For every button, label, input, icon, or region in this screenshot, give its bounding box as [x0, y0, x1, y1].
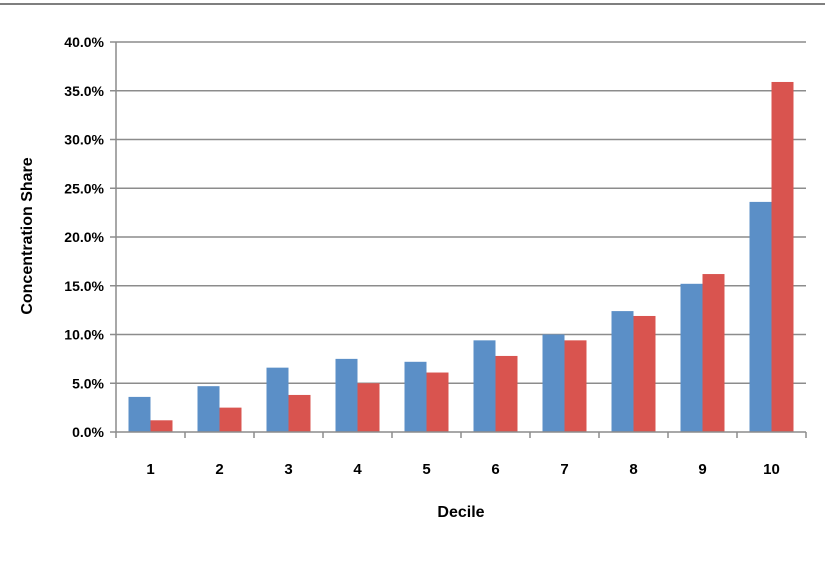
y-tick-label: 30.0%	[64, 132, 104, 148]
y-axis-title: Concentration Share	[19, 157, 36, 314]
axes	[110, 41, 807, 438]
bars	[128, 81, 794, 432]
tick-labels: 0.0% 5.0% 10.0% 15.0% 20.0% 25.0% 30.0% 35.0% 40…	[64, 34, 780, 478]
x-axis-title: Decile	[437, 504, 484, 521]
bar-series-1-decile-6	[473, 340, 496, 432]
bar-series-2-decile-5	[426, 372, 449, 432]
y-tick-label: 10.0%	[64, 327, 104, 343]
x-tick-label: 8	[629, 461, 637, 478]
y-tick-label: 40.0%	[64, 34, 104, 50]
bar-series-1-decile-3	[266, 367, 289, 432]
bar-series-2-decile-6	[495, 355, 518, 432]
y-tick-label: 20.0%	[64, 229, 104, 245]
bar-series-2-decile-3	[288, 394, 311, 432]
bar-series-2-decile-7	[564, 340, 587, 432]
bar-series-1-decile-7	[542, 334, 565, 432]
gridlines	[116, 41, 806, 384]
bar-series-2-decile-8	[633, 315, 656, 432]
y-tick-label: 0.0%	[72, 424, 104, 440]
x-tick-label: 4	[353, 461, 362, 478]
bar-series-1-decile-5	[404, 361, 427, 432]
bar-series-1-decile-9	[680, 283, 703, 432]
bar-series-1-decile-4	[335, 358, 358, 432]
y-tick-label: 35.0%	[64, 83, 104, 99]
x-tick-label: 1	[146, 461, 154, 478]
x-tick-label: 3	[284, 461, 292, 478]
bar-series-1-decile-8	[611, 311, 634, 432]
x-tick-label: 6	[491, 461, 499, 478]
bar-series-2-decile-4	[357, 383, 380, 432]
x-tick-label: 2	[215, 461, 223, 478]
y-tick-label: 25.0%	[64, 180, 104, 196]
bar-series-2-decile-2	[219, 407, 242, 432]
x-tick-label: 10	[763, 461, 780, 478]
bar-series-2-decile-9	[702, 274, 725, 432]
y-tick-label: 5.0%	[72, 375, 104, 391]
bar-series-1-decile-10	[749, 201, 772, 432]
x-tick-label: 9	[698, 461, 706, 478]
x-tick-label: 7	[560, 461, 568, 478]
bar-series-2-decile-1	[150, 420, 173, 432]
y-tick-label: 15.0%	[64, 278, 104, 294]
bar-series-1-decile-1	[128, 396, 151, 432]
bar-series-1-decile-2	[197, 386, 220, 432]
x-tick-label: 5	[422, 461, 430, 478]
bar-series-2-decile-10	[771, 81, 794, 432]
